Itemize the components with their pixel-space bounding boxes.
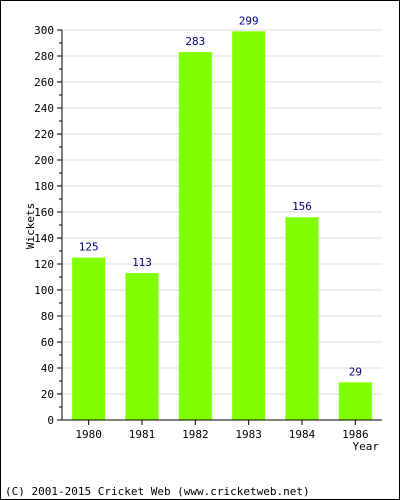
y-tick-label-280: 280 xyxy=(34,50,54,63)
x-ticks: 1980 1981 1982 1983 1984 1986 xyxy=(75,420,369,441)
bars xyxy=(72,31,372,421)
bar-1984 xyxy=(285,217,319,420)
bar-1983 xyxy=(232,31,266,421)
x-axis-title: Year xyxy=(353,440,380,453)
bar-1980 xyxy=(72,257,106,420)
y-tick-label-140: 140 xyxy=(34,232,54,245)
data-label-1984: 156 xyxy=(292,200,312,213)
bar-1982 xyxy=(178,52,212,420)
x-tick-label-1981: 1981 xyxy=(129,428,156,441)
data-label-1982: 283 xyxy=(185,35,205,48)
y-tick-label-80: 80 xyxy=(41,310,54,323)
y-tick-label-240: 240 xyxy=(34,102,54,115)
x-tick-label-1980: 1980 xyxy=(75,428,102,441)
y-tick-label-60: 60 xyxy=(41,336,54,349)
y-tick-label-300: 300 xyxy=(34,24,54,37)
y-tick-label-120: 120 xyxy=(34,258,54,271)
y-tick-label-0: 0 xyxy=(47,414,54,427)
data-label-1986: 29 xyxy=(349,365,362,378)
x-tick-label-1986: 1986 xyxy=(342,428,369,441)
y-tick-label-260: 260 xyxy=(34,76,54,89)
data-labels: 125 113 283 299 156 29 xyxy=(79,14,362,378)
x-tick-label-1982: 1982 xyxy=(182,428,209,441)
gridlines xyxy=(62,29,382,395)
y-tick-label-180: 180 xyxy=(34,180,54,193)
y-axis-title: Wickets xyxy=(24,203,37,249)
y-tick-label-160: 160 xyxy=(34,206,54,219)
x-tick-label-1983: 1983 xyxy=(235,428,262,441)
data-label-1980: 125 xyxy=(79,241,99,254)
y-tick-label-40: 40 xyxy=(41,362,54,375)
x-tick-label-1984: 1984 xyxy=(289,428,316,441)
data-label-1983: 299 xyxy=(239,14,259,27)
y-tick-label-100: 100 xyxy=(34,284,54,297)
bar-1986 xyxy=(338,382,372,420)
data-label-1981: 113 xyxy=(132,256,152,269)
bar-1981 xyxy=(125,273,159,420)
y-tick-label-220: 220 xyxy=(34,128,54,141)
axes xyxy=(61,30,382,421)
copyright-footer: (C) 2001-2015 Cricket Web (www.cricketwe… xyxy=(5,485,310,498)
y-tick-label-200: 200 xyxy=(34,154,54,167)
y-tick-label-20: 20 xyxy=(41,388,54,401)
y-ticks: 0 20 40 60 80 100 120 140 160 180 200 220 240 260 280 3… xyxy=(34,24,62,427)
